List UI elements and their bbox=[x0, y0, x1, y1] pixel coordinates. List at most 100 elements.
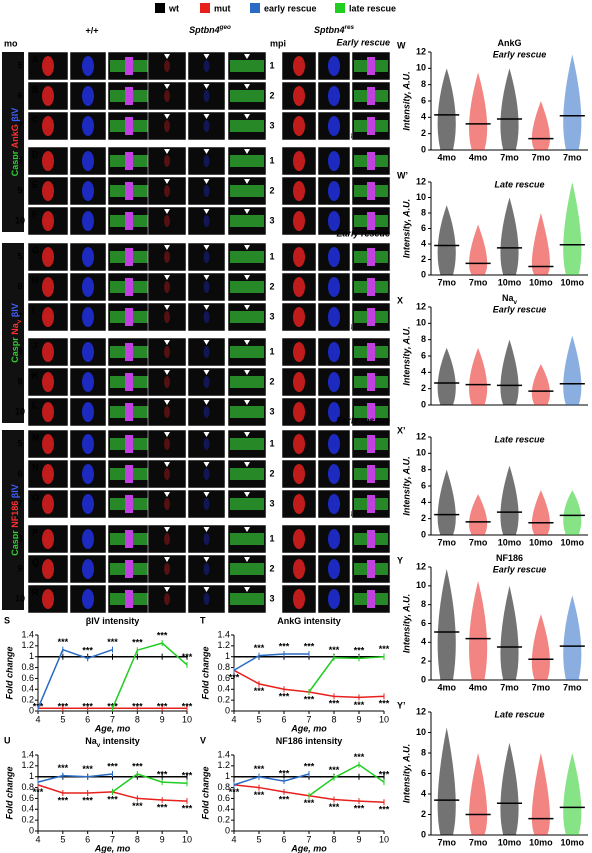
stain-box bbox=[2, 430, 24, 610]
node-stain bbox=[82, 86, 94, 106]
arrowhead bbox=[164, 462, 170, 467]
micrograph bbox=[147, 176, 187, 206]
chart-title: Nav intensity bbox=[85, 736, 140, 749]
arrowhead bbox=[244, 340, 250, 345]
dot-cloud bbox=[531, 614, 550, 680]
node-stain bbox=[42, 151, 54, 171]
y-tick-label: 12 bbox=[416, 301, 426, 311]
stain-name: βIV bbox=[10, 484, 20, 498]
significance: *** bbox=[254, 686, 265, 696]
micrograph bbox=[187, 584, 226, 614]
node-stain bbox=[82, 151, 94, 171]
node-stain bbox=[164, 311, 170, 323]
panel-letter: S bbox=[4, 615, 10, 625]
text-part: NF186 bbox=[496, 553, 523, 563]
node-stain bbox=[293, 151, 305, 171]
x-tick-label: 10mo bbox=[529, 837, 553, 847]
significance: *** bbox=[329, 645, 340, 655]
dot-cloud bbox=[500, 339, 519, 405]
panel-letter: Q bbox=[32, 557, 39, 567]
ais-stain bbox=[367, 590, 375, 608]
node-stain bbox=[328, 56, 340, 76]
node-stain bbox=[164, 120, 170, 132]
significance: *** bbox=[279, 641, 290, 651]
y-tick-label: 0 bbox=[225, 705, 230, 715]
node-stain bbox=[328, 307, 340, 327]
node-stain bbox=[293, 181, 305, 201]
mpi-number: 1 bbox=[269, 155, 274, 165]
node-stain bbox=[203, 376, 210, 388]
stain-name: AnkG bbox=[10, 124, 20, 148]
x-tick-label: 9 bbox=[160, 834, 165, 844]
node-stain bbox=[82, 402, 94, 422]
subscript: v bbox=[16, 319, 23, 323]
significance: *** bbox=[82, 646, 93, 656]
significance: *** bbox=[182, 804, 193, 814]
arrowhead bbox=[244, 557, 250, 562]
y-tick-label: 10 bbox=[416, 727, 426, 737]
ais-stain bbox=[125, 182, 133, 200]
node-stain bbox=[293, 372, 305, 392]
column-header: Sptbn4res bbox=[314, 24, 354, 35]
dot-cloud bbox=[437, 469, 456, 535]
chart-title: AnkG intensity bbox=[277, 616, 341, 626]
x-tick-label: 7mo bbox=[532, 682, 551, 692]
ais-stain bbox=[367, 248, 375, 266]
dot-cloud bbox=[437, 205, 456, 275]
arrowhead bbox=[244, 305, 250, 310]
node-stain bbox=[203, 90, 210, 102]
y-axis-label: Fold change bbox=[4, 646, 14, 699]
y-tick-label: 0 bbox=[29, 705, 34, 715]
node-stain bbox=[82, 247, 94, 267]
text-part: AnkG bbox=[497, 38, 521, 48]
mo-number: 5 bbox=[17, 438, 22, 448]
x-tick-label: 4mo bbox=[437, 682, 456, 692]
x-tick-label: 10mo bbox=[561, 277, 585, 287]
micrograph bbox=[147, 367, 187, 397]
y-tick-label: 0 bbox=[225, 825, 230, 835]
node-stain bbox=[82, 559, 94, 579]
x-tick-label: 9 bbox=[160, 714, 165, 724]
x-tick-label: 5 bbox=[60, 834, 65, 844]
ais-stain bbox=[367, 308, 375, 326]
legend-label: early rescue bbox=[264, 3, 317, 13]
significance: *** bbox=[379, 805, 390, 815]
node-stain bbox=[164, 215, 170, 227]
y-tick-label: 4 bbox=[421, 238, 426, 248]
node-stain bbox=[82, 181, 94, 201]
panel-letter: A bbox=[32, 54, 39, 64]
significance: *** bbox=[107, 761, 118, 771]
node-stain bbox=[164, 281, 170, 293]
y-tick-label: 8 bbox=[421, 334, 426, 344]
axon-stain bbox=[230, 120, 264, 132]
mo-number: 9 bbox=[17, 376, 22, 386]
y-tick-label: 0.6 bbox=[21, 793, 34, 803]
node-stain bbox=[328, 559, 340, 579]
ais-stain bbox=[367, 278, 375, 296]
ais-stain bbox=[125, 152, 133, 170]
chart-title: NF186 intensity bbox=[276, 736, 343, 746]
stain-label: Caspr AnkG βIV bbox=[10, 108, 20, 177]
x-tick-label: 7mo bbox=[469, 537, 488, 547]
mo-label: mo bbox=[4, 38, 18, 48]
significance: *** bbox=[82, 701, 93, 711]
panel-letter: T bbox=[200, 615, 206, 625]
y-axis-label: Intensity, A.U. bbox=[401, 744, 411, 803]
chart-subtitle: Late rescue bbox=[494, 179, 544, 189]
y-tick-label: 0.2 bbox=[21, 695, 34, 705]
y-tick-label: 0.2 bbox=[21, 815, 34, 825]
y-tick-label: 10 bbox=[416, 448, 426, 458]
axon-stain bbox=[230, 251, 264, 263]
y-axis-label: Intensity, A.U. bbox=[401, 594, 411, 653]
significance: *** bbox=[329, 699, 340, 709]
y-tick-label: 0 bbox=[29, 825, 34, 835]
significance: *** bbox=[279, 692, 290, 702]
y-tick-label: 0.6 bbox=[217, 673, 230, 683]
significance: *** bbox=[157, 802, 168, 812]
x-tick-label: 9 bbox=[356, 834, 361, 844]
ais-stain bbox=[125, 343, 133, 361]
node-stain bbox=[293, 559, 305, 579]
arrowhead bbox=[203, 557, 210, 562]
node-stain bbox=[42, 494, 54, 514]
significance: *** bbox=[107, 637, 118, 647]
